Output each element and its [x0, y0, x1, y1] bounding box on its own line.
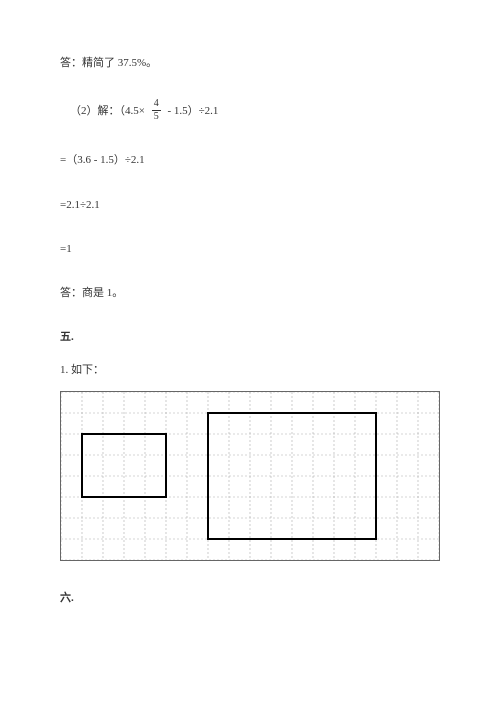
- step1-suffix: - 1.5）÷2.1: [167, 105, 218, 117]
- step1-prefix: （2）解：（4.5×: [70, 105, 145, 117]
- fraction: 4 5: [152, 99, 161, 122]
- calc-step-2: =（3.6 - 1.5）÷2.1: [60, 153, 440, 167]
- grid-figure: [60, 391, 440, 561]
- calc-step-3: =2.1÷2.1: [60, 198, 440, 212]
- section-5-sub: 1. 如下：: [60, 363, 440, 377]
- frac-num: 4: [152, 99, 161, 111]
- calc-step-1: （2）解：（4.5× 4 5 - 1.5）÷2.1: [60, 100, 440, 123]
- calc-step-4: =1: [60, 242, 440, 256]
- answer-simplify: 答：精简了 37.5%。: [60, 56, 440, 70]
- section-5-head: 五.: [60, 330, 440, 344]
- section-6-head: 六.: [60, 591, 440, 605]
- frac-den: 5: [152, 111, 161, 122]
- answer-quotient: 答：商是 1。: [60, 286, 440, 300]
